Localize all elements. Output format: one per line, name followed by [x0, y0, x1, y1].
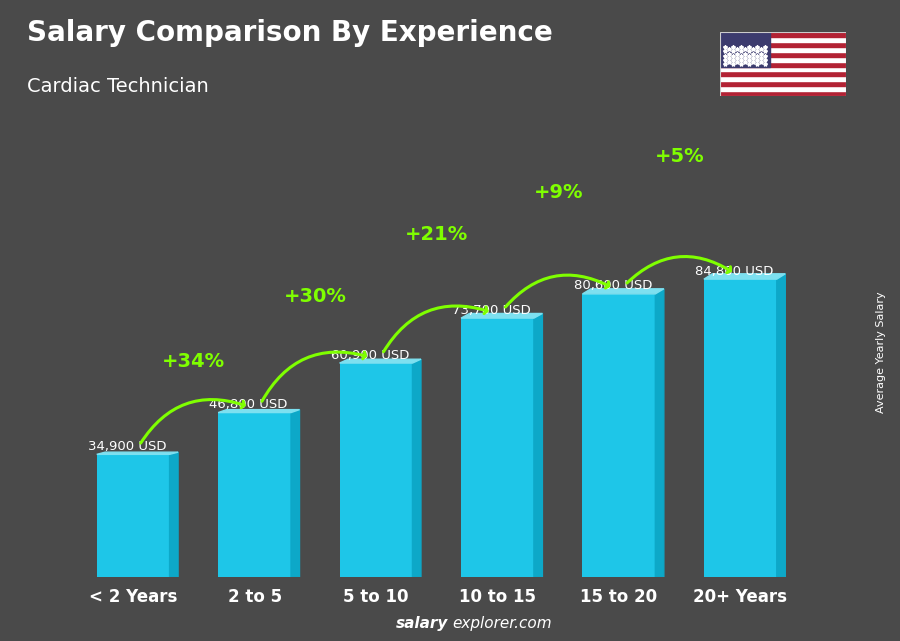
- Polygon shape: [777, 274, 786, 577]
- Bar: [720, 32, 846, 37]
- Polygon shape: [218, 410, 300, 413]
- Polygon shape: [291, 410, 300, 577]
- Text: Salary Comparison By Experience: Salary Comparison By Experience: [27, 19, 553, 47]
- Polygon shape: [339, 359, 421, 363]
- Text: +34%: +34%: [162, 352, 225, 371]
- Polygon shape: [534, 313, 543, 577]
- Bar: [720, 42, 846, 47]
- Text: Average Yearly Salary: Average Yearly Salary: [877, 292, 886, 413]
- Bar: [720, 72, 846, 76]
- Bar: [720, 67, 846, 72]
- Text: Cardiac Technician: Cardiac Technician: [27, 77, 209, 96]
- Text: 60,900 USD: 60,900 USD: [331, 349, 410, 362]
- Bar: [461, 318, 534, 577]
- Text: +9%: +9%: [534, 183, 583, 201]
- Bar: [720, 52, 846, 56]
- Bar: [720, 32, 770, 67]
- Bar: [720, 76, 846, 81]
- Polygon shape: [461, 313, 543, 318]
- Polygon shape: [655, 289, 664, 577]
- Text: salary: salary: [396, 617, 448, 631]
- Bar: [720, 37, 846, 42]
- Polygon shape: [96, 452, 178, 454]
- Bar: [720, 81, 846, 87]
- Polygon shape: [582, 289, 664, 294]
- Bar: [339, 363, 412, 577]
- Bar: [720, 56, 846, 62]
- Bar: [720, 47, 846, 52]
- Text: 34,900 USD: 34,900 USD: [88, 440, 166, 453]
- Bar: [704, 279, 777, 577]
- Text: explorer.com: explorer.com: [453, 617, 553, 631]
- Polygon shape: [704, 274, 786, 279]
- Text: 46,800 USD: 46,800 USD: [210, 398, 288, 411]
- Text: +5%: +5%: [655, 147, 705, 166]
- Polygon shape: [412, 359, 421, 577]
- Bar: [96, 454, 169, 577]
- Text: 84,800 USD: 84,800 USD: [695, 265, 773, 278]
- Bar: [582, 294, 655, 577]
- Text: 80,600 USD: 80,600 USD: [573, 279, 652, 292]
- Bar: [218, 413, 291, 577]
- Polygon shape: [169, 452, 178, 577]
- Text: 73,700 USD: 73,700 USD: [452, 304, 531, 317]
- Text: +21%: +21%: [405, 225, 468, 244]
- Bar: [720, 91, 846, 96]
- Bar: [720, 62, 846, 67]
- Text: +30%: +30%: [284, 288, 346, 306]
- Bar: [720, 87, 846, 91]
